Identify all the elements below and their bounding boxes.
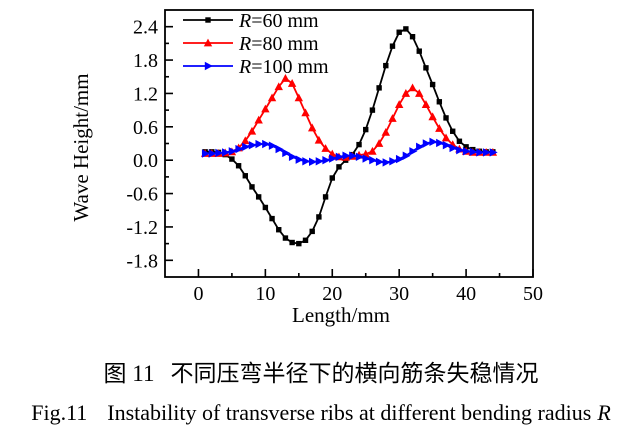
- caption-en-symbol: R: [597, 400, 611, 425]
- legend: R=60 mmR=80 mmR=100 mm: [183, 10, 329, 78]
- legend-entry-3: R=100 mm: [183, 56, 329, 78]
- caption-en-label: Fig.11: [31, 400, 88, 425]
- plot-box: [164, 9, 534, 278]
- svg-text:0.6: 0.6: [133, 117, 158, 139]
- caption-zh-text: 不同压弯半径下的横向筋条失稳情况: [170, 361, 539, 386]
- caption-zh-label: 图 11: [103, 361, 155, 386]
- chart-canvas: 0 10 20 30 40 50 2.4 1.8 1.2 0.6 0.0 -0.6 -1.2 -1.8 Le…: [69, 9, 543, 327]
- y-axis-title: Wave Height/mm: [69, 73, 93, 221]
- svg-text:30: 30: [389, 283, 409, 305]
- svg-text:1.8: 1.8: [133, 50, 158, 72]
- svg-text:0: 0: [193, 283, 203, 305]
- caption-chinese: 图 11 不同压弯半径下的横向筋条失稳情况: [0, 354, 642, 388]
- legend-label: R=60 mm: [238, 10, 319, 32]
- wave-height-chart: 0 10 20 30 40 50 2.4 1.8 1.2 0.6 0.0 -0.6 -1.2 -1.8 Le…: [69, 9, 543, 327]
- legend-entry-2: R=80 mm: [183, 33, 319, 55]
- svg-text:-0.6: -0.6: [126, 184, 158, 206]
- y-tick-labels: 2.4 1.8 1.2 0.6 0.0 -0.6 -1.2 -1.8: [126, 17, 158, 273]
- legend-entry-1: R=60 mm: [183, 10, 319, 32]
- caption-en-text: Instability of transverse ribs at differ…: [107, 400, 592, 425]
- svg-text:20: 20: [322, 283, 342, 305]
- legend-label: R=100 mm: [238, 56, 329, 78]
- svg-text:-1.8: -1.8: [126, 250, 158, 272]
- x-tick-labels: 0 10 20 30 40 50: [193, 283, 543, 305]
- caption-english: Fig.11 Instability of transverse ribs at …: [0, 400, 642, 426]
- legend-label: R=80 mm: [238, 33, 319, 55]
- svg-text:-1.2: -1.2: [126, 217, 158, 239]
- svg-text:10: 10: [255, 283, 275, 305]
- x-axis-title: Length/mm: [292, 303, 390, 327]
- svg-text:0.0: 0.0: [133, 150, 158, 172]
- svg-text:40: 40: [456, 283, 476, 305]
- svg-text:2.4: 2.4: [133, 17, 158, 39]
- svg-text:1.2: 1.2: [133, 83, 158, 105]
- series-r-100-mm: [201, 137, 498, 167]
- svg-text:50: 50: [523, 283, 543, 305]
